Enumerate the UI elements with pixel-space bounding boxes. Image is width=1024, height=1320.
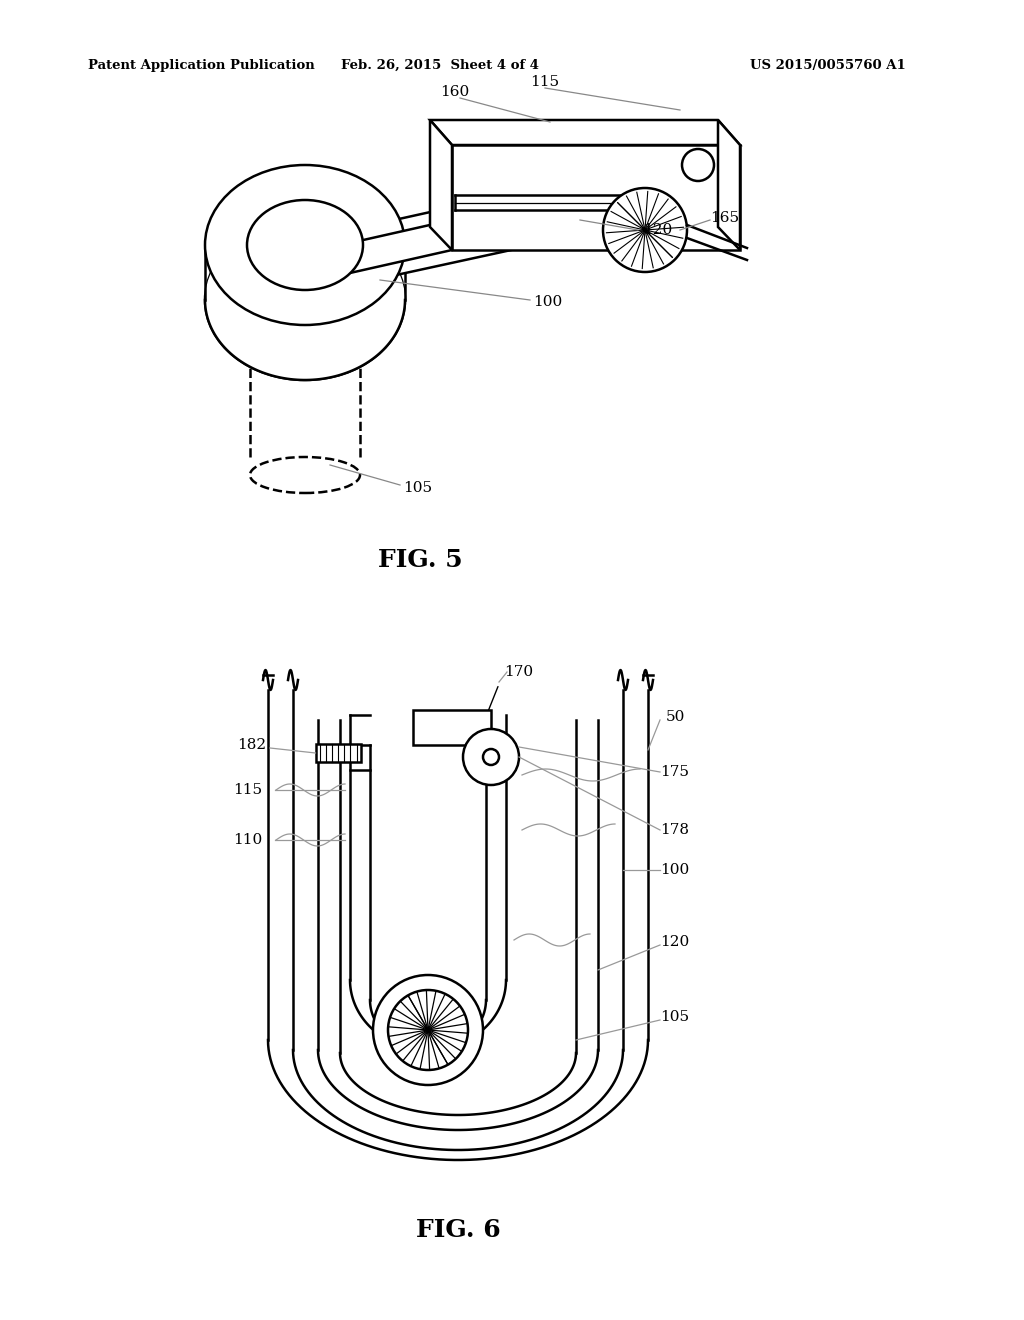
Polygon shape — [310, 220, 452, 282]
Text: 120: 120 — [660, 935, 689, 949]
Text: 110: 110 — [233, 833, 262, 847]
Bar — [315, 744, 360, 762]
Polygon shape — [718, 120, 740, 249]
Ellipse shape — [247, 201, 362, 290]
Text: 105: 105 — [403, 480, 432, 495]
Polygon shape — [430, 120, 740, 145]
Text: 160: 160 — [440, 84, 470, 99]
Text: 105: 105 — [660, 1010, 689, 1024]
Circle shape — [483, 748, 499, 766]
Text: FIG. 5: FIG. 5 — [378, 548, 462, 572]
Polygon shape — [318, 201, 640, 292]
Text: 100: 100 — [534, 294, 562, 309]
Text: 50: 50 — [666, 710, 685, 723]
Ellipse shape — [250, 238, 360, 273]
Text: FIG. 6: FIG. 6 — [416, 1218, 501, 1242]
Circle shape — [682, 149, 714, 181]
Polygon shape — [430, 120, 452, 249]
Text: 175: 175 — [660, 766, 689, 779]
Text: 182: 182 — [238, 738, 266, 752]
Text: 165: 165 — [711, 211, 739, 224]
Text: 115: 115 — [233, 783, 262, 797]
Text: 100: 100 — [660, 863, 689, 876]
Polygon shape — [452, 145, 740, 249]
Text: Patent Application Publication: Patent Application Publication — [88, 58, 314, 71]
Circle shape — [603, 187, 687, 272]
Circle shape — [373, 975, 483, 1085]
Text: 170: 170 — [505, 665, 534, 678]
Text: Feb. 26, 2015  Sheet 4 of 4: Feb. 26, 2015 Sheet 4 of 4 — [341, 58, 539, 71]
Ellipse shape — [250, 457, 360, 492]
Circle shape — [463, 729, 519, 785]
Text: 178: 178 — [660, 822, 689, 837]
Text: 120: 120 — [643, 223, 673, 238]
Ellipse shape — [205, 165, 406, 325]
Ellipse shape — [205, 220, 406, 380]
Text: US 2015/0055760 A1: US 2015/0055760 A1 — [750, 58, 906, 71]
Polygon shape — [295, 170, 640, 271]
Bar — [413, 710, 490, 744]
Ellipse shape — [205, 220, 406, 380]
Text: 115: 115 — [530, 75, 559, 88]
